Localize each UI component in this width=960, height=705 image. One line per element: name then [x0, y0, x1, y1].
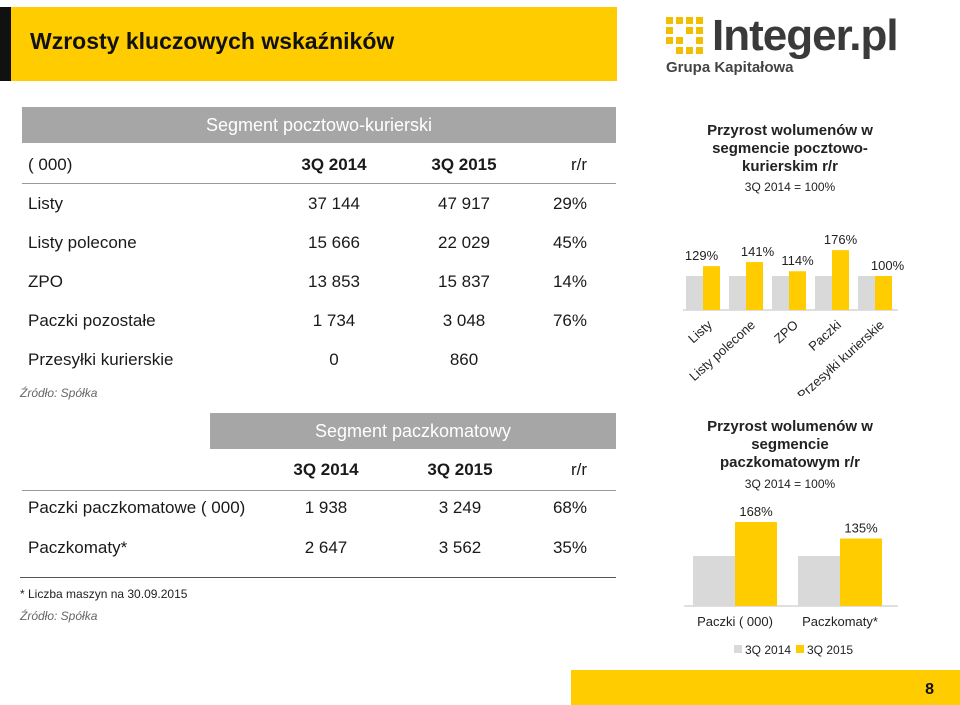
- bar-3q2015: [789, 271, 806, 310]
- category-label: Paczki ( 000): [697, 614, 773, 629]
- table2-rule: [22, 490, 616, 491]
- bar-3q2014: [772, 276, 789, 310]
- row-label: Paczki pozostałe: [28, 311, 156, 330]
- row-value-rr: 29%: [552, 194, 587, 213]
- category-label: Listy: [685, 317, 715, 346]
- row-value-2015: 15 837: [438, 272, 490, 291]
- row-label: Listy polecone: [28, 233, 137, 252]
- table1-header-unit: ( 000): [28, 155, 73, 174]
- bar-3q2014: [686, 276, 703, 310]
- row-value-rr: 68%: [552, 498, 587, 517]
- bar-3q2014: [693, 556, 735, 606]
- legend-label: 3Q 2015: [807, 643, 853, 657]
- title-bar: [0, 7, 617, 81]
- table1-source: Źródło: Spółka: [20, 386, 98, 400]
- page-title: Wzrosty kluczowych wskaźników: [30, 28, 395, 54]
- bar-3q2014: [729, 276, 746, 310]
- row-label: Paczki paczkomatowe ( 000): [28, 498, 246, 517]
- category-label: ZPO: [771, 317, 801, 346]
- company-logo: Integer.pl Grupa Kapitałowa: [664, 11, 934, 76]
- row-value-2014: 1 938: [304, 498, 348, 517]
- row-value-2014: 13 853: [308, 272, 360, 291]
- data-label: 168%: [739, 504, 773, 519]
- chart2-subtitle: 3Q 2014 = 100%: [744, 477, 836, 491]
- title-accent-bar: [0, 7, 11, 81]
- legend-label: 3Q 2014: [745, 643, 791, 657]
- row-value-2014: 1 734: [312, 311, 356, 330]
- bar-3q2014: [815, 276, 832, 310]
- data-label: 141%: [741, 244, 775, 259]
- table2-header-rr: r/r: [570, 460, 587, 479]
- table1-header-2014: 3Q 2014: [301, 155, 367, 174]
- row-label: Przesyłki kurierskie: [28, 350, 174, 369]
- bar-3q2014: [798, 556, 840, 606]
- segment-header-parcel-locker: Segment paczkomatowy: [210, 413, 616, 449]
- row-value-2015: 860: [449, 350, 479, 369]
- page-number: 8: [925, 681, 934, 698]
- row-value-rr: 35%: [552, 538, 587, 557]
- table2-header-2014: 3Q 2014: [293, 460, 359, 479]
- bar-3q2015: [875, 276, 892, 310]
- bar-3q2015: [735, 522, 777, 606]
- row-value-2015: 47 917: [438, 194, 490, 213]
- row-value-2014: 15 666: [308, 233, 360, 252]
- row-label: ZPO: [28, 272, 63, 291]
- category-label: Paczkomaty*: [802, 614, 878, 629]
- data-label: 100%: [871, 258, 905, 273]
- chart2-title: Przyrost wolumenów w segmencie paczkomat…: [707, 418, 873, 471]
- row-value-2014: 37 144: [308, 194, 360, 213]
- legend-swatch: [796, 645, 804, 653]
- row-label: Listy: [28, 194, 63, 213]
- table1-rule: [22, 183, 616, 184]
- data-label: 129%: [685, 248, 719, 263]
- row-value-2015: 3 562: [438, 538, 482, 557]
- table2-header-2015: 3Q 2015: [427, 460, 493, 479]
- bar-3q2015: [746, 262, 763, 310]
- chart1-subtitle: 3Q 2014 = 100%: [744, 180, 836, 194]
- logo-subtitle: Grupa Kapitałowa: [666, 59, 794, 76]
- bar-3q2015: [832, 250, 849, 310]
- table1-header-rr: r/r: [570, 155, 587, 174]
- table2-footnote: * Liczba maszyn na 30.09.2015: [20, 587, 188, 601]
- bar-3q2014: [858, 276, 875, 310]
- bar-3q2015: [703, 266, 720, 310]
- page-number-bar: [571, 670, 960, 705]
- row-value-rr: 45%: [552, 233, 587, 252]
- legend-swatch: [734, 645, 742, 653]
- data-label: 176%: [824, 232, 858, 247]
- category-label: Paczki: [806, 317, 845, 354]
- segment-header-postal: Segment pocztowo-kurierski: [22, 107, 616, 143]
- chart1-title: Przyrost wolumenów w segmencie pocztowo-…: [707, 122, 873, 175]
- row-value-2014: 2 647: [304, 538, 348, 557]
- footnote-rule: [20, 577, 616, 578]
- row-label: Paczkomaty*: [28, 538, 128, 557]
- data-label: 114%: [781, 253, 814, 268]
- table1-header-2015: 3Q 2015: [431, 155, 497, 174]
- row-value-rr: 14%: [552, 272, 587, 291]
- row-value-2015: 22 029: [438, 233, 490, 252]
- row-value-2014: 0: [329, 350, 339, 369]
- logo-wordmark: Integer.pl: [712, 11, 899, 60]
- bar-3q2015: [840, 538, 882, 606]
- row-value-2015: 3 048: [442, 311, 486, 330]
- row-value-rr: 76%: [552, 311, 587, 330]
- table2-source: Źródło: Spółka: [20, 609, 98, 623]
- data-label: 135%: [844, 521, 878, 536]
- row-value-2015: 3 249: [438, 498, 482, 517]
- chart2-plot: 168% Paczki ( 000) 135% Paczkomaty* 3Q 2014 3…: [684, 504, 898, 657]
